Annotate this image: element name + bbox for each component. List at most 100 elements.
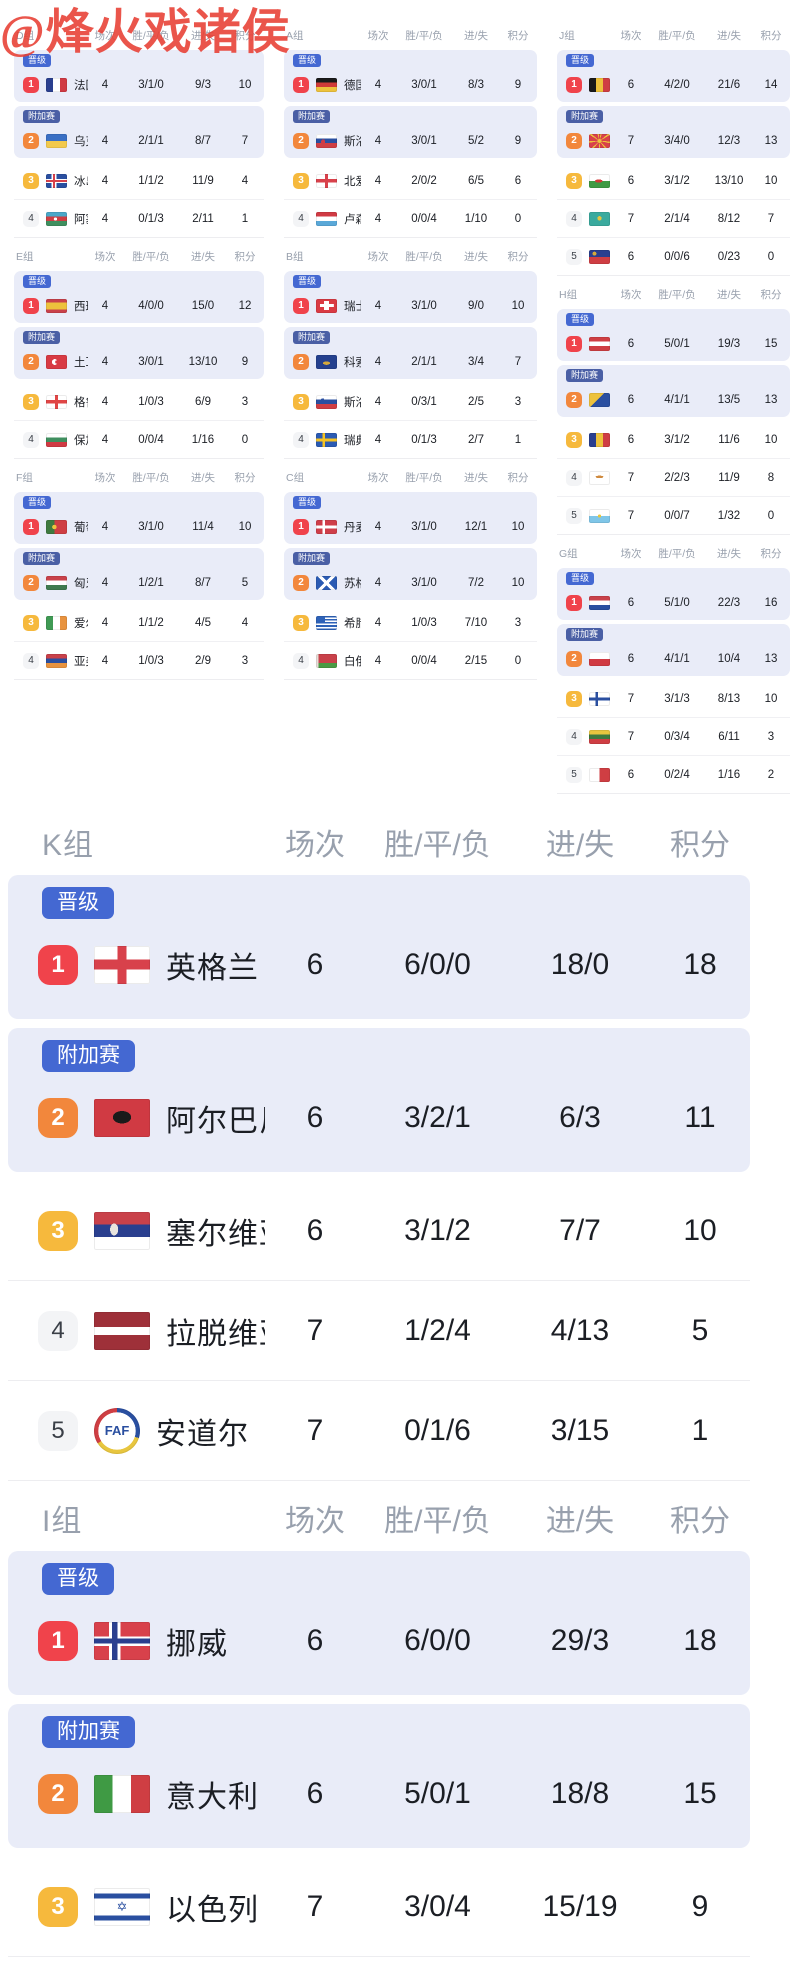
played-cell: 4	[374, 616, 382, 629]
points-cell: 15	[683, 1777, 717, 1810]
wdl-cell: 3/1/0	[138, 78, 164, 91]
team-row[interactable]: 2 匈牙利 4 1/2/1 8/7 5	[14, 567, 264, 598]
wdl-cell: 4/2/0	[664, 78, 690, 91]
team-row[interactable]: 2波兰 6 4/1/1 10/4 13	[557, 643, 790, 674]
rank-badge: 1	[23, 76, 39, 93]
team-row[interactable]: 5列支敦士登 6 0/0/6 0/23 0	[557, 238, 790, 276]
team-row[interactable]: 3威尔士 6 3/1/2 13/10 10	[557, 162, 790, 200]
group-header: F组 场次 胜/平/负 进/失 积分	[14, 468, 264, 487]
team-row[interactable]: 3 爱尔兰 4 1/1/2 4/5 4	[14, 604, 264, 642]
team-row[interactable]: 2北马其顿 7 3/4/0 12/3 13	[557, 125, 790, 156]
rank-badge: 2	[293, 353, 309, 370]
team-row[interactable]: 2 意大利 6 5/0/1 18/8 15	[8, 1750, 750, 1838]
wdl-cell: 1/1/2	[138, 616, 164, 629]
team-cell: 3 希腊	[284, 614, 361, 631]
team-row[interactable]: 2 阿尔巴尼亚 6 3/2/1 6/3 11	[8, 1074, 750, 1162]
promoted-block: 晋级 1比利时 6 4/2/0 21/6 14	[557, 50, 790, 102]
points-cell: 0	[767, 509, 775, 522]
rank-badge: 3	[566, 172, 582, 189]
team-row[interactable]: 1 法国 4 3/1/0 9/3 10	[14, 69, 264, 100]
team-row[interactable]: 4立陶宛 7 0/3/4 6/11 3	[557, 718, 790, 756]
team-row[interactable]: 4 阿塞拜疆 4 0/1/3 2/11 1	[14, 200, 264, 238]
group-name: H组	[559, 289, 578, 301]
team-row[interactable]: 4塞浦路斯 7 2/2/3 11/9 8	[557, 459, 790, 497]
team-row[interactable]: 3 斯洛文尼亚 4 0/3/1 2/5 3	[284, 383, 537, 421]
team-row[interactable]: 2波黑 6 4/1/1 13/5 13	[557, 384, 790, 415]
played-cell: 4	[374, 299, 382, 312]
team-row[interactable]: 4 亚美尼亚 4 1/0/3 2/9 3	[14, 642, 264, 680]
team-cell: 3威尔士	[557, 172, 614, 189]
team-name: 葡萄牙	[74, 521, 88, 534]
team-row[interactable]: 1 葡萄牙 4 3/1/0 11/4 10	[14, 511, 264, 542]
wdl-cell: 4/0/0	[138, 299, 164, 312]
team-row[interactable]: 4 白俄罗斯 4 0/0/4 2/15 0	[284, 642, 537, 680]
team-cell: 4 卢森堡	[284, 210, 361, 227]
played-cell: 6	[306, 1777, 324, 1810]
team-row[interactable]: 4 保加利亚 4 0/0/4 1/16 0	[14, 421, 264, 459]
goals-cell: 6/9	[195, 395, 211, 408]
col-header-goals: 进/失	[464, 472, 488, 484]
team-row[interactable]: 3 北爱尔兰 4 2/0/2 6/5 6	[284, 162, 537, 200]
wdl-cell: 3/0/1	[138, 355, 164, 368]
team-row[interactable]: 3 冰岛 4 1/1/2 11/9 4	[14, 162, 264, 200]
rank-badge: 2	[23, 574, 39, 591]
team-row[interactable]: 5马耳他 6 0/2/4 1/16 2	[557, 756, 790, 794]
rank-badge: 4	[293, 652, 309, 669]
col-header-played: 场次	[94, 30, 116, 42]
points-cell: 9	[691, 1889, 709, 1923]
rank-badge: 3	[38, 1886, 78, 1927]
team-row[interactable]: 1 瑞士 4 3/1/0 9/0 10	[284, 290, 537, 321]
team-row[interactable]: 2 乌克兰 4 2/1/1 8/7 7	[14, 125, 264, 156]
flag-france	[46, 77, 67, 92]
team-row[interactable]: 3罗马尼亚 6 3/1/2 11/6 10	[557, 421, 790, 459]
team-row[interactable]: 3 ✡ 以色列 7 3/0/4 15/19 9	[8, 1857, 750, 1957]
team-row[interactable]: 5圣马力诺 7 0/0/7 1/32 0	[557, 497, 790, 535]
team-row[interactable]: 4 卢森堡 4 0/0/4 1/10 0	[284, 200, 537, 238]
team-name: 西班牙	[74, 300, 88, 313]
wdl-cell: 3/1/0	[138, 520, 164, 533]
team-row[interactable]: 1 丹麦 4 3/1/0 12/1 10	[284, 511, 537, 542]
played-cell: 4	[374, 433, 382, 446]
team-row[interactable]: 1 挪威 6 6/0/0 29/3 18	[8, 1597, 750, 1685]
points-cell: 10	[683, 1213, 717, 1247]
col-header-goals: 进/失	[464, 251, 488, 263]
played-cell: 4	[101, 520, 109, 533]
team-row[interactable]: 3芬兰 7 3/1/3 8/13 10	[557, 680, 790, 718]
team-row[interactable]: 3 格鲁吉亚 4 1/0/3 6/9 3	[14, 383, 264, 421]
flag-emblem: ✡	[116, 1898, 128, 1914]
group-name: J组	[559, 30, 575, 42]
team-row[interactable]: 4哈萨克斯坦 7 2/1/4 8/12 7	[557, 200, 790, 238]
team-row[interactable]: 1奥地利 6 5/0/1 19/3 15	[557, 328, 790, 359]
col-header-goals: 进/失	[717, 548, 741, 560]
team-row[interactable]: 2 科索沃 4 2/1/1 3/4 7	[284, 346, 537, 377]
team-name: 安道尔	[156, 1417, 249, 1451]
team-row[interactable]: 1 西班牙 4 4/0/0 15/0 12	[14, 290, 264, 321]
team-row[interactable]: 3 塞尔维亚 6 3/1/2 7/7 10	[8, 1181, 750, 1281]
goals-cell: 29/3	[550, 1624, 610, 1657]
played-cell: 6	[627, 174, 635, 187]
team-row[interactable]: 3 希腊 4 1/0/3 7/10 3	[284, 604, 537, 642]
flag-liechtenstein	[589, 249, 610, 264]
team-row[interactable]: 1 英格兰 6 6/0/0 18/0 18	[8, 921, 750, 1009]
team-row[interactable]: 1荷兰 6 5/1/0 22/3 16	[557, 587, 790, 618]
team-row[interactable]: 4 拉脱维亚 7 1/2/4 4/13 5	[8, 1281, 750, 1381]
flag-portugal	[46, 519, 67, 534]
goals-cell: 15/19	[542, 1889, 618, 1923]
team-row[interactable]: 5 FAF 安道尔 7 0/1/6 3/15 1	[8, 1381, 750, 1481]
goals-cell: 8/13	[717, 692, 741, 705]
wdl-cell: 5/1/0	[664, 596, 690, 609]
rank-badge: 5	[566, 507, 582, 524]
team-name: 乌克兰	[74, 135, 88, 148]
team-row[interactable]: 1 德国 4 3/0/1 8/3 9	[284, 69, 537, 100]
team-row[interactable]: 2 斯洛伐克 4 3/0/1 5/2 9	[284, 125, 537, 156]
team-row[interactable]: 2 苏格兰 4 3/1/0 7/2 10	[284, 567, 537, 598]
goals-cell: 4/5	[195, 616, 211, 629]
team-name: 丹麦	[344, 521, 361, 534]
team-row[interactable]: 4 瑞典 4 0/1/3 2/7 1	[284, 421, 537, 459]
wdl-cell: 2/2/3	[664, 471, 690, 484]
points-cell: 7	[514, 355, 522, 368]
team-name: 卢森堡	[344, 213, 361, 226]
group-header: H组 场次 胜/平/负 进/失 积分	[557, 285, 790, 304]
team-row[interactable]: 2 土耳其 4 3/0/1 13/10 9	[14, 346, 264, 377]
team-row[interactable]: 1比利时 6 4/2/0 21/6 14	[557, 69, 790, 100]
